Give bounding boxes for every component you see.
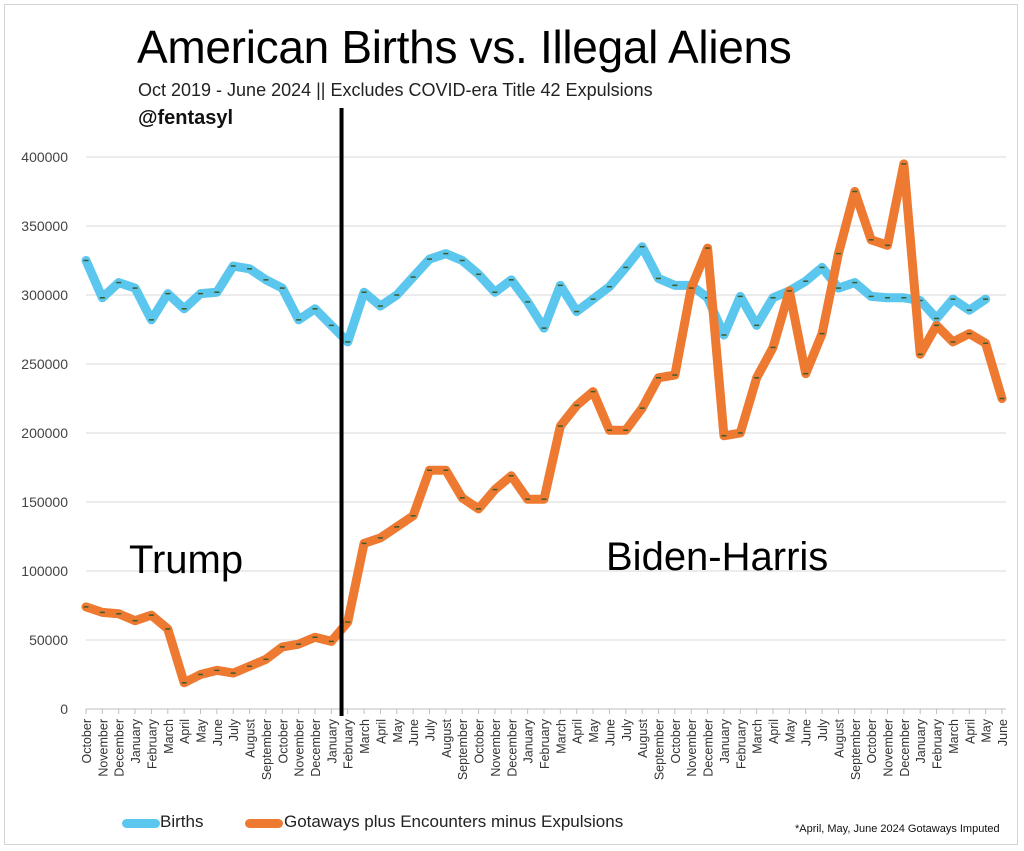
y-tick-label: 50000	[29, 632, 68, 648]
chart-title: American Births vs. Illegal Aliens	[137, 21, 792, 73]
x-tick-label: April	[571, 719, 585, 744]
x-tick-label: March	[358, 719, 372, 754]
y-tick-label: 350000	[21, 218, 68, 234]
x-tick-label: September	[260, 719, 274, 780]
x-tick-label: March	[162, 719, 176, 754]
x-tick-label: June	[996, 719, 1010, 746]
x-tick-label: December	[113, 719, 127, 777]
x-tick-label: January	[325, 718, 339, 763]
x-tick-label: July	[227, 718, 241, 741]
series-migrants-line	[81, 159, 1007, 688]
x-tick-label: July	[620, 718, 634, 741]
y-tick-label: 250000	[21, 356, 68, 372]
x-tick-label: October	[80, 719, 94, 763]
x-tick-label: December	[309, 719, 323, 777]
x-tick-label: May	[195, 718, 209, 742]
x-tick-label: June	[407, 719, 421, 746]
x-tick-label: January	[129, 718, 143, 763]
x-tick-label: February	[145, 718, 159, 769]
x-tick-label: January	[522, 718, 536, 763]
x-tick-label: September	[653, 719, 667, 780]
x-tick-label: February	[342, 718, 356, 769]
x-tick-label: April	[374, 719, 388, 744]
x-tick-label: October	[276, 719, 290, 763]
y-tick-label: 150000	[21, 494, 68, 510]
x-tick-label: August	[832, 718, 846, 757]
legend-label-migrants: Gotaways plus Encounters minus Expulsion…	[284, 812, 624, 831]
annotation-trump: Trump	[129, 538, 243, 582]
x-tick-label: November	[489, 719, 503, 777]
x-tick-label: December	[505, 719, 519, 777]
x-tick-label: March	[947, 719, 961, 754]
x-tick-label: September	[849, 719, 863, 780]
x-tick-label: February	[931, 718, 945, 769]
x-tick-label: May	[980, 718, 994, 742]
x-tick-label: November	[882, 719, 896, 777]
series-lines	[81, 159, 1007, 688]
x-tick-label: August	[636, 718, 650, 757]
x-tick-label: March	[554, 719, 568, 754]
legend-label-births: Births	[160, 812, 204, 831]
x-tick-label: January	[914, 718, 928, 763]
x-tick-label: June	[211, 719, 225, 746]
x-tick-label: May	[391, 718, 405, 742]
series-births-line	[81, 242, 991, 347]
author-handle: @fentasyl	[138, 107, 234, 129]
x-tick-label: April	[963, 719, 977, 744]
x-tick-label: February	[538, 718, 552, 769]
chart-frame	[4, 4, 1018, 845]
x-tick-label: March	[751, 719, 765, 754]
y-tick-label: 400000	[21, 149, 68, 165]
footnote: *April, May, June 2024 Gotaways Imputed	[795, 823, 1000, 835]
x-tick-label: April	[767, 719, 781, 744]
x-tick-label: August	[440, 718, 454, 757]
x-tick-label: October	[473, 719, 487, 763]
y-tick-label: 200000	[21, 425, 68, 441]
x-tick-label: April	[178, 719, 192, 744]
y-tick-label: 100000	[21, 563, 68, 579]
x-tick-label: December	[898, 719, 912, 777]
x-tick-label: February	[734, 718, 748, 769]
annotation-biden-harris: Biden-Harris	[606, 535, 828, 579]
x-tick-label: December	[702, 719, 716, 777]
legend-swatch-births	[122, 819, 160, 828]
x-axis-ticks: October November December January February Ma…	[80, 709, 1010, 780]
legend-swatch-migrants	[245, 819, 283, 828]
x-tick-label: July	[424, 718, 438, 741]
x-tick-label: September	[456, 719, 470, 780]
chart-subtitle: Oct 2019 - June 2024 || Excludes COVID-e…	[138, 80, 653, 100]
x-tick-label: November	[685, 719, 699, 777]
y-tick-label: 300000	[21, 287, 68, 303]
x-tick-label: October	[669, 719, 683, 763]
x-tick-label: May	[587, 718, 601, 742]
x-tick-label: June	[603, 719, 617, 746]
y-tick-label: 0	[60, 701, 68, 717]
y-axis-ticks: 0 50000 100000 150000 200000 250000 300000 3500…	[21, 149, 68, 717]
x-tick-label: October	[865, 719, 879, 763]
x-tick-label: May	[783, 718, 797, 742]
x-tick-label: June	[800, 719, 814, 746]
x-tick-label: August	[244, 718, 258, 757]
x-tick-label: January	[718, 718, 732, 763]
x-tick-label: July	[816, 718, 830, 741]
x-tick-label: November	[96, 719, 110, 777]
x-tick-label: November	[293, 719, 307, 777]
